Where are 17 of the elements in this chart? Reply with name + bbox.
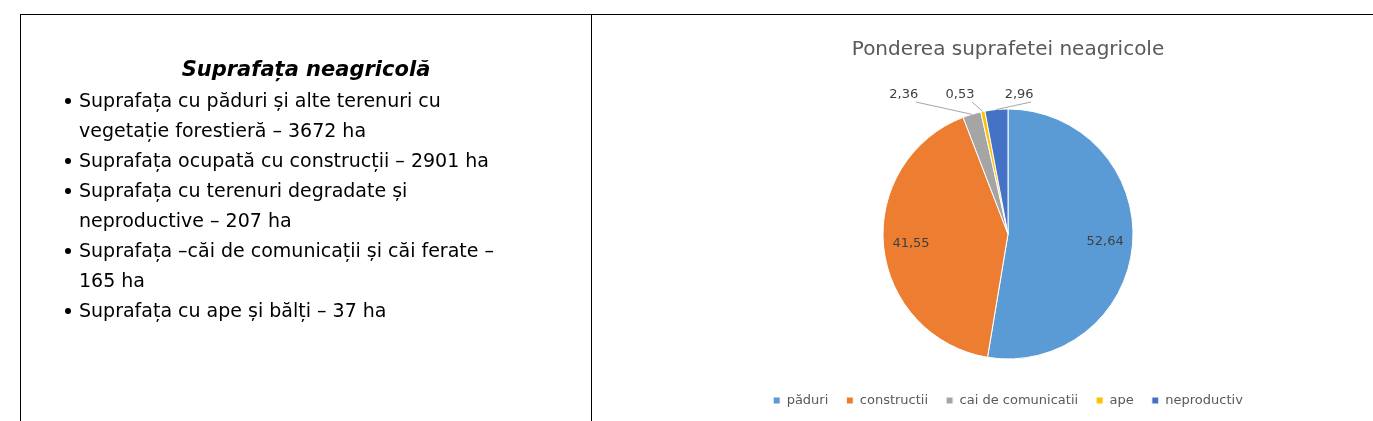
text: Suprafața –căi de comunicații și căi ferate – 165 ha xyxy=(79,238,495,293)
text: Suprafața cu păduri și alte terenuri cu vegetație forestieră – 3672 ha xyxy=(79,88,442,144)
legend-label: neproductiv xyxy=(1165,391,1244,407)
text: Suprafața neagricolă xyxy=(180,57,432,81)
text: Suprafața cu terenuri degradate și neproductive – 207 ha xyxy=(79,178,409,233)
legend-label: constructii xyxy=(859,391,929,407)
legend-label: cai de comunicatii xyxy=(959,391,1079,407)
legend-label: ape xyxy=(1109,391,1134,407)
text: Suprafața ocupată cu construcții – 2901 ha xyxy=(79,148,490,174)
data-label: 2,36 xyxy=(889,86,919,102)
text: Suprafața cu ape și bălți – 37 ha xyxy=(79,298,388,324)
chart-title: Ponderea suprafetei neagricole xyxy=(851,36,1165,61)
data-label: 2,96 xyxy=(1004,86,1034,102)
data-label: 0,53 xyxy=(945,86,975,102)
data-label: 52,64 xyxy=(1086,233,1124,249)
data-label: 41,55 xyxy=(892,235,930,251)
legend-label: păduri xyxy=(786,391,829,407)
